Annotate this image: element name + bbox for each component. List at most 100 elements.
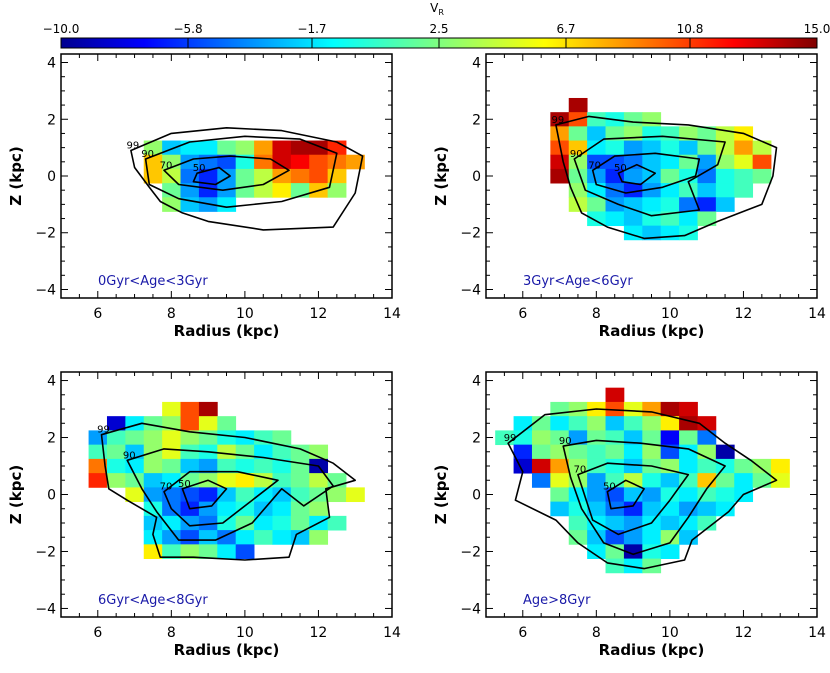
- heatmap-cell: [679, 183, 698, 198]
- heatmap-cell: [697, 487, 717, 503]
- heatmap-cell: [254, 168, 273, 184]
- panel-age-3-6: 50 70 90 99 6 8 10 12 14 −4 −2 0 2 4 Radius (kpc) Z (kp…: [432, 53, 826, 340]
- x-tick-label: 6: [93, 625, 102, 641]
- heatmap-cell: [660, 225, 680, 241]
- heatmap-cell: [587, 197, 606, 212]
- y-tick-label: 0: [47, 169, 56, 185]
- heatmap-cell: [290, 487, 310, 503]
- heatmap-cell: [679, 225, 698, 241]
- y-axis-label: Z (kpc): [432, 146, 450, 205]
- heatmap-cell: [290, 154, 310, 170]
- heatmap-cell: [309, 530, 329, 545]
- heatmap-cell: [605, 544, 625, 559]
- colorbar-tick-label: −1.7: [297, 22, 326, 36]
- contour-50: [617, 163, 656, 186]
- heatmap-cell: [235, 140, 255, 156]
- panel-label: 6Gyr<Age<8Gyr: [98, 593, 208, 608]
- contour-90: [126, 448, 334, 541]
- heatmap-cell: [587, 430, 606, 446]
- heatmap-cell: [734, 458, 754, 474]
- heatmap-cell: [272, 515, 292, 531]
- heatmap-cell: [697, 126, 717, 141]
- heatmap-cell: [568, 501, 588, 517]
- y-tick-label: 2: [47, 431, 56, 447]
- x-axis-label: Radius (kpc): [174, 641, 280, 659]
- heatmap-cell: [106, 473, 126, 488]
- heatmap-cell: [623, 501, 643, 517]
- panel-age-6-8: 50 70 90 99 6 8 10 12 14 −4 −2 0 2 4 Radius (kpc) Z (kp…: [7, 371, 401, 659]
- heatmap-cell: [642, 444, 662, 460]
- x-tick-label: 10: [236, 625, 254, 641]
- contour-90: [562, 439, 726, 556]
- heatmap-cell: [180, 444, 200, 460]
- heatmap-cell: [235, 168, 255, 184]
- heatmap-cell: [587, 416, 606, 431]
- contour-99: [100, 422, 356, 561]
- contour-label: 90: [570, 149, 583, 160]
- heatmap-cell: [143, 473, 163, 488]
- contour-label: 70: [160, 482, 173, 493]
- heatmap-cell: [290, 140, 310, 156]
- heatmap-cell: [272, 183, 292, 198]
- heatmap-cell: [198, 140, 218, 156]
- heatmap-cell: [162, 458, 181, 474]
- heatmap-cell: [623, 416, 643, 431]
- panel-label: Age>8Gyr: [523, 593, 591, 608]
- colorbar-tick-label: 2.5: [429, 22, 448, 36]
- heatmap-cell: [254, 430, 273, 446]
- heatmap-cell: [327, 183, 347, 198]
- heatmap-cell: [605, 458, 625, 474]
- y-tick-label: −4: [35, 601, 56, 617]
- heatmap-cell: [587, 515, 606, 531]
- heatmap-cell: [568, 168, 588, 184]
- heatmap-cell: [605, 211, 625, 227]
- heatmap-cell: [568, 430, 588, 446]
- heatmap-cell: [106, 444, 126, 460]
- heatmap-cell: [125, 458, 145, 474]
- heatmap-cell: [623, 444, 643, 460]
- x-tick-label: 10: [661, 625, 679, 641]
- heatmap-cell: [715, 501, 735, 517]
- heatmap-cell: [660, 473, 680, 488]
- heatmap-cell: [162, 430, 181, 446]
- y-tick-label: −4: [460, 282, 481, 298]
- heatmap-cell: [180, 515, 200, 531]
- heatmap-cell: [513, 444, 533, 460]
- y-tick-label: 4: [472, 56, 481, 72]
- heatmap-cell: [715, 487, 735, 503]
- heatmap-cell: [217, 515, 237, 531]
- x-tick-label: 12: [310, 306, 328, 322]
- x-tick-label: 14: [808, 625, 826, 641]
- colorbar-ticks: −10.0 −5.8 −1.7 2.5 6.7 10.8 15.0: [43, 22, 830, 48]
- heatmap-cell: [623, 401, 643, 417]
- heatmap-cell: [531, 444, 551, 460]
- heatmap-cell: [217, 544, 237, 559]
- heatmap-cell: [162, 444, 181, 460]
- heatmap-cell: [623, 168, 643, 184]
- y-tick-label: 4: [47, 56, 56, 72]
- heatmap-cell: [568, 140, 588, 156]
- x-tick-label: 10: [236, 306, 254, 322]
- heatmap-cell: [180, 416, 200, 431]
- heatmap-cell: [679, 515, 698, 531]
- heatmap-cell: [679, 401, 698, 417]
- heatmap-cell: [679, 197, 698, 212]
- contour-label: 50: [193, 163, 206, 174]
- heatmap-cell: [660, 530, 680, 545]
- heatmap-cell: [180, 430, 200, 446]
- heatmap-cell: [568, 515, 588, 531]
- heatmap-cell: [180, 458, 200, 474]
- heatmap-cell: [162, 140, 181, 156]
- contour-label: 70: [588, 160, 601, 171]
- heatmap-cell: [734, 183, 754, 198]
- heatmap-cell: [217, 154, 237, 170]
- heatmap-cell: [272, 458, 292, 474]
- heatmap-cell: [143, 458, 163, 474]
- heatmap-cell: [88, 473, 108, 488]
- heatmap-cell: [642, 401, 662, 417]
- heatmap-cell: [217, 140, 237, 156]
- heatmap-cell: [235, 473, 255, 488]
- heatmap-cell: [568, 126, 588, 141]
- y-tick-label: 4: [472, 374, 481, 390]
- heatmap-cell: [752, 473, 772, 488]
